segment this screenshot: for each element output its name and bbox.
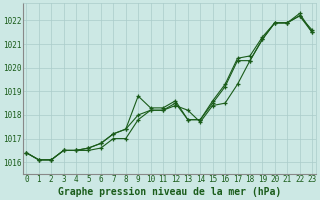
X-axis label: Graphe pression niveau de la mer (hPa): Graphe pression niveau de la mer (hPa) — [58, 187, 281, 197]
